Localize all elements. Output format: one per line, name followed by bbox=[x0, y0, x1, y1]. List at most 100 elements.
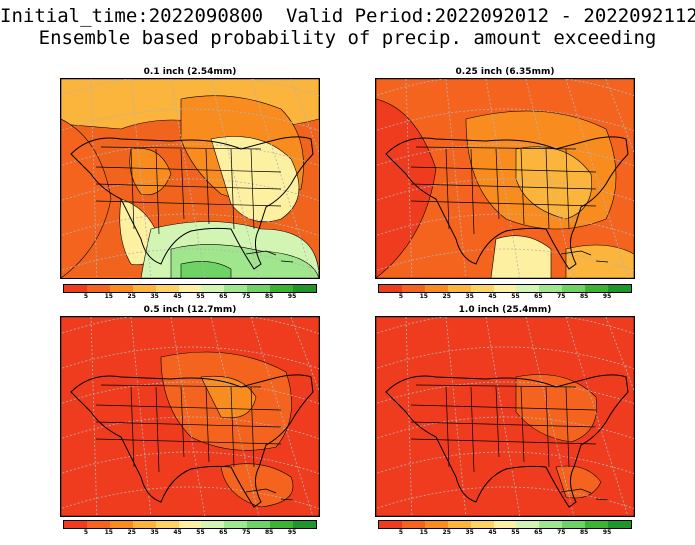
colorbar-swatch bbox=[447, 285, 471, 292]
colorbar-swatch bbox=[470, 285, 494, 292]
colorbar-swatch bbox=[447, 521, 471, 528]
colorbar-label: 5 bbox=[398, 529, 403, 536]
colorbar-label: 85 bbox=[264, 529, 274, 536]
colorbar-swatch bbox=[562, 521, 586, 528]
colorbar-labels-0.1-inch: 5 15 25 35 45 55 65 75 85 95 bbox=[63, 293, 315, 301]
colorbar-label: 45 bbox=[173, 529, 182, 536]
colorbar-swatch bbox=[470, 521, 494, 528]
caribbean-islands bbox=[245, 250, 294, 263]
colorbar-swatch bbox=[201, 521, 225, 528]
colorbar-swatch bbox=[608, 285, 631, 292]
map-panel-0.5-inch bbox=[60, 316, 320, 517]
panel-title-1.0-inch: 1.0 inch (25.4mm) bbox=[458, 305, 552, 315]
lat-lon-grid bbox=[61, 79, 319, 278]
colorbar-label: 85 bbox=[264, 293, 274, 300]
colorbar-label: 15 bbox=[419, 293, 428, 300]
colorbar-label: 55 bbox=[511, 293, 520, 300]
colorbar-label: 75 bbox=[242, 293, 251, 300]
colorbar-label: 65 bbox=[219, 529, 228, 536]
colorbar-label: 45 bbox=[488, 529, 497, 536]
colorbar-label: 25 bbox=[127, 529, 136, 536]
colorbar-label: 75 bbox=[557, 293, 566, 300]
map-svg bbox=[376, 79, 634, 278]
colorbar-swatch bbox=[86, 285, 110, 292]
colorbar-swatch bbox=[562, 285, 586, 292]
lat-lon-grid bbox=[61, 317, 319, 516]
probability-shading bbox=[61, 118, 112, 278]
colorbar-swatch bbox=[247, 285, 271, 292]
colorbar-swatch bbox=[224, 285, 248, 292]
colorbar-label: 15 bbox=[104, 293, 113, 300]
colorbar-swatch bbox=[379, 521, 402, 528]
map-svg bbox=[61, 79, 319, 278]
colorbar-swatch bbox=[493, 521, 517, 528]
colorbar-label: 5 bbox=[83, 529, 88, 536]
colorbar-swatch bbox=[109, 521, 133, 528]
colorbar-swatch bbox=[155, 521, 179, 528]
colorbar-swatch bbox=[109, 285, 133, 292]
colorbar-1.0-inch bbox=[378, 520, 632, 529]
colorbar-label: 45 bbox=[488, 293, 497, 300]
colorbar-label: 35 bbox=[465, 529, 474, 536]
colorbar-labels-1.0-inch: 5 15 25 35 45 55 65 75 85 95 bbox=[378, 529, 630, 537]
panel-title-0.25-inch: 0.25 inch (6.35mm) bbox=[455, 67, 555, 77]
colorbar-label: 95 bbox=[602, 529, 612, 536]
colorbar-label: 55 bbox=[196, 529, 205, 536]
map-svg bbox=[61, 317, 319, 516]
map-panel-0.1-inch bbox=[60, 78, 320, 279]
caribbean-islands bbox=[245, 488, 294, 501]
colorbar-swatch bbox=[155, 285, 179, 292]
colorbar-label: 65 bbox=[219, 293, 228, 300]
colorbar-label: 15 bbox=[419, 529, 428, 536]
colorbar-label: 55 bbox=[196, 293, 205, 300]
panel-title-0.1-inch: 0.1 inch (2.54mm) bbox=[143, 67, 237, 77]
state-borders bbox=[410, 384, 597, 473]
map-panel-0.25-inch bbox=[375, 78, 635, 279]
probability-shading bbox=[129, 147, 172, 196]
colorbar-swatch bbox=[539, 285, 563, 292]
colorbar-swatch bbox=[293, 285, 316, 292]
colorbar-label: 65 bbox=[534, 529, 543, 536]
colorbar-label: 55 bbox=[511, 529, 520, 536]
colorbar-swatch bbox=[270, 285, 294, 292]
colorbar-swatch bbox=[270, 521, 294, 528]
colorbar-swatch bbox=[132, 521, 156, 528]
map-svg bbox=[376, 317, 634, 516]
colorbar-label: 5 bbox=[398, 293, 403, 300]
colorbar-label: 95 bbox=[287, 529, 297, 536]
figure-title-line-1: Initial_time:2022090800 Valid Period:202… bbox=[0, 5, 695, 27]
state-borders bbox=[410, 146, 597, 235]
colorbar-label: 75 bbox=[242, 529, 251, 536]
colorbar-swatch bbox=[64, 521, 87, 528]
map-panel-1.0-inch bbox=[375, 316, 635, 517]
figure-title-line-2: Ensemble based probability of precip. am… bbox=[38, 27, 657, 49]
colorbar-swatch bbox=[401, 521, 425, 528]
colorbar-swatch bbox=[379, 285, 402, 292]
colorbar-labels-0.25-inch: 5 15 25 35 45 55 65 75 85 95 bbox=[378, 293, 630, 301]
colorbar-swatch bbox=[64, 285, 87, 292]
colorbar-0.5-inch bbox=[63, 520, 317, 529]
colorbar-label: 25 bbox=[127, 293, 136, 300]
colorbar-swatch bbox=[178, 521, 202, 528]
colorbar-swatch bbox=[86, 521, 110, 528]
state-borders bbox=[95, 384, 282, 473]
colorbar-label: 35 bbox=[150, 293, 159, 300]
colorbar-label: 15 bbox=[104, 529, 113, 536]
probability-shading bbox=[180, 261, 232, 278]
colorbar-label: 35 bbox=[465, 293, 474, 300]
lat-lon-grid bbox=[376, 79, 634, 278]
colorbar-labels-0.5-inch: 5 15 25 35 45 55 65 75 85 95 bbox=[63, 529, 315, 537]
colorbar-label: 25 bbox=[442, 529, 451, 536]
colorbar-label: 75 bbox=[557, 529, 566, 536]
caribbean-islands bbox=[560, 250, 609, 263]
colorbar-swatch bbox=[516, 521, 540, 528]
colorbar-label: 65 bbox=[534, 293, 543, 300]
probability-shading bbox=[490, 235, 552, 278]
colorbar-swatch bbox=[401, 285, 425, 292]
colorbar-swatch bbox=[424, 521, 448, 528]
lat-lon-grid bbox=[376, 317, 634, 516]
colorbar-swatch bbox=[178, 285, 202, 292]
colorbar-swatch bbox=[493, 285, 517, 292]
colorbar-label: 5 bbox=[83, 293, 88, 300]
state-borders bbox=[95, 146, 282, 235]
